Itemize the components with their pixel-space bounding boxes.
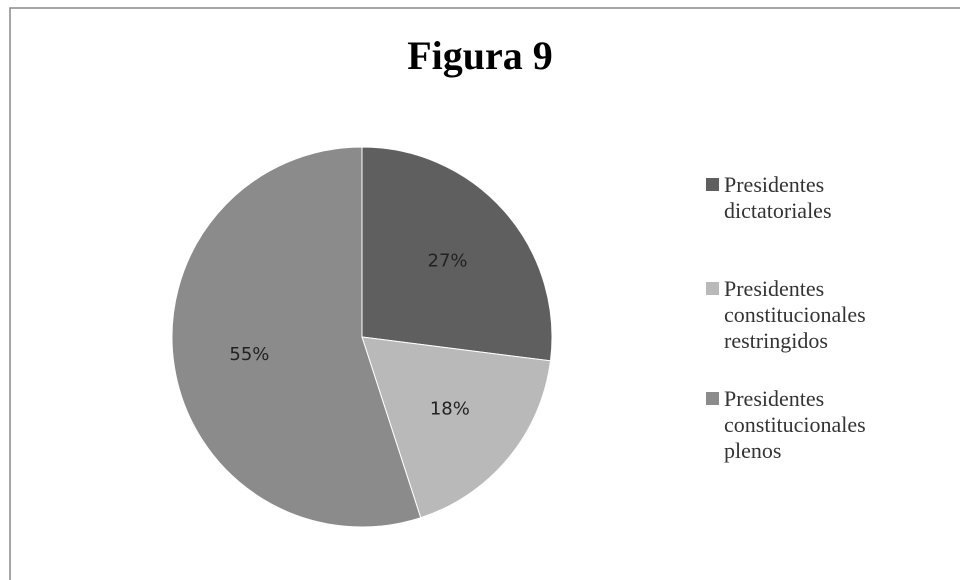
legend-item: Presidentes constitucionales restringido… [706,276,906,354]
data-label: 27% [428,251,468,272]
legend-label: Presidentes constitucionales restringido… [724,276,866,353]
pie-slice [361,146,553,362]
chart-title: Figura 9 [407,33,553,78]
pie-slice [361,336,552,519]
legend-item: Presidentes dictatoriales [706,172,906,224]
legend-item: Presidentes constitucionales plenos [706,386,906,464]
legend-swatch [706,178,719,191]
pie-slice [171,146,422,528]
data-label: 55% [229,344,269,365]
legend-swatch [706,392,719,405]
data-label: 18% [430,399,470,420]
legend-label: Presidentes constitucionales plenos [724,386,866,463]
legend-label: Presidentes dictatoriales [724,172,832,223]
legend-swatch [706,282,719,295]
